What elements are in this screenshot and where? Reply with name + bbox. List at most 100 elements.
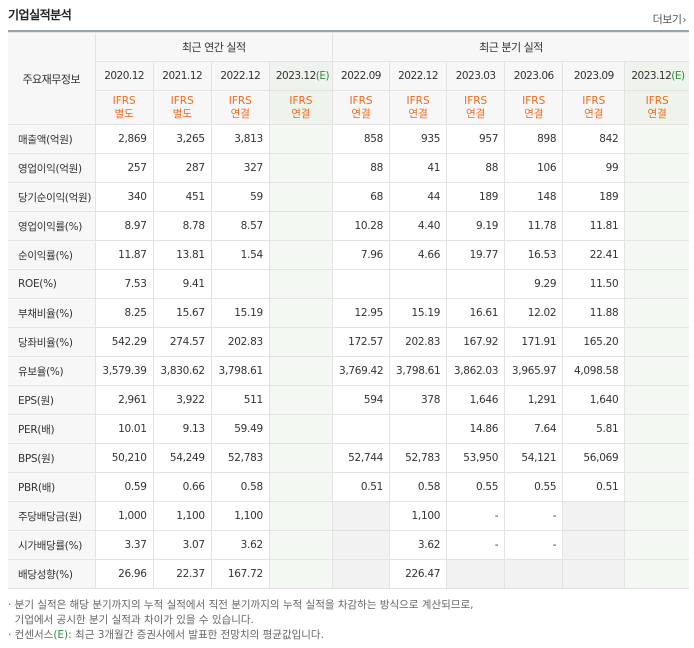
quarter-cell: 12.02 [504, 298, 564, 328]
quarter-cell [624, 327, 689, 357]
ifrs-label: IFRS [170, 94, 194, 107]
annual-cell: 167.72 [210, 559, 270, 589]
quarter-period-5: 2023.12(E) [624, 61, 689, 91]
annual-cell: 2,961 [94, 385, 154, 415]
quarter-cell [624, 298, 689, 328]
quarter-cell: 1,646 [446, 385, 506, 415]
quarter-cell: 68 [331, 182, 391, 212]
quarter-period-1: 2022.12 [389, 61, 448, 91]
quarter-cell: 41 [389, 153, 448, 183]
annual-cell: 327 [210, 153, 270, 183]
quarter-period-3: 2023.06 [504, 61, 564, 91]
consolidation-label: 연결 [230, 107, 250, 120]
quarter-ifrs-4: IFRS 연결 [562, 90, 626, 125]
quarter-cell: 9.19 [446, 211, 506, 241]
ifrs-header-row: IFRS 별도 IFRS 별도 IFRS 연결 IFRS 연결 IFRS 연결 IFRS 연결 IFRS… [8, 90, 689, 125]
annual-ifrs-2: IFRS 연결 [210, 90, 270, 125]
row-label: ROE(%) [8, 269, 96, 299]
quarter-cell [624, 211, 689, 241]
annual-cell [210, 269, 270, 299]
consolidation-label: 연결 [351, 107, 371, 120]
quarter-cell [624, 269, 689, 299]
quarter-cell [624, 530, 689, 560]
estimate-mark: (E) [671, 70, 685, 82]
annual-cell: 0.66 [152, 472, 212, 502]
annual-cell: 3,798.61 [210, 356, 270, 386]
annual-cell: 8.97 [94, 211, 154, 241]
ifrs-label: IFRS [522, 94, 546, 107]
annual-cell [268, 327, 333, 357]
row-label: EPS(원) [8, 385, 96, 415]
quarter-cell: 10.28 [331, 211, 391, 241]
row-label: 영업이익(억원) [8, 153, 96, 183]
quarter-cell [331, 530, 391, 560]
quarter-cell: 148 [504, 182, 564, 212]
annual-cell: 10.01 [94, 414, 154, 444]
table-row: EPS(원) 2,961 3,922 511 594 378 1,646 1,291 1,640 [8, 385, 689, 415]
quarter-cell: 4.40 [389, 211, 448, 241]
period-header-row: 2020.12 2021.12 2022.12 2023.12(E) 2022.09 20… [8, 61, 689, 91]
quarter-cell: 15.19 [389, 298, 448, 328]
quarter-period-4: 2023.09 [562, 61, 626, 91]
annual-cell [268, 211, 333, 241]
annual-cell: 13.81 [152, 240, 212, 270]
ifrs-label: IFRS [349, 94, 373, 107]
row-label: 부채비율(%) [8, 298, 96, 328]
quarter-cell: 16.61 [446, 298, 506, 328]
period-label: 2023.09 [573, 70, 614, 82]
annual-cell [268, 153, 333, 183]
annual-cell: 15.19 [210, 298, 270, 328]
annual-cell: 1,100 [152, 501, 212, 531]
period-label: 2023.03 [455, 70, 496, 82]
annual-period-2: 2022.12 [210, 61, 270, 91]
table-row: 영업이익(억원) 257 287 327 88 41 88 106 99 [8, 153, 689, 183]
quarter-cell: 171.91 [504, 327, 564, 357]
period-label: 2022.09 [341, 70, 381, 82]
annual-cell: 340 [94, 182, 154, 212]
period-label: 2022.12 [398, 70, 439, 82]
quarter-cell [624, 443, 689, 473]
table-row: 영업이익률(%) 8.97 8.78 8.57 10.28 4.40 9.19 11.78 11… [8, 211, 689, 241]
row-label: 유보율(%) [8, 356, 96, 386]
annual-cell [268, 269, 333, 299]
consolidation-label: 별도 [114, 107, 134, 120]
quarter-cell [446, 559, 506, 589]
quarter-cell [624, 385, 689, 415]
annual-cell: 3,922 [152, 385, 212, 415]
table-row: 부채비율(%) 8.25 15.67 15.19 12.95 15.19 16.61 12.0… [8, 298, 689, 328]
table-row: 매출액(억원) 2,869 3,265 3,813 858 935 957 898 842 [8, 124, 689, 154]
quarter-cell [331, 559, 391, 589]
quarter-cell: 12.95 [331, 298, 391, 328]
row-label: 매출액(억원) [8, 124, 96, 154]
quarter-cell: 3,862.03 [446, 356, 506, 386]
estimate-mark: (E) [315, 70, 330, 82]
row-label: BPS(원) [8, 443, 96, 473]
footnote-1-cont: 기업에서 공시한 분기 실적과 차이가 있을 수 있습니다. [8, 614, 254, 626]
quarter-cell [624, 356, 689, 386]
row-label: 영업이익률(%) [8, 211, 96, 241]
financial-table-container: 주요재무정보 최근 연간 실적 최근 분기 실적 2020.12 2021.12 2… [8, 30, 689, 589]
quarter-cell: 88 [446, 153, 506, 183]
quarter-period-2: 2023.03 [446, 61, 506, 91]
ifrs-label: IFRS [228, 94, 252, 107]
annual-cell [268, 472, 333, 502]
quarter-cell: 9.29 [504, 269, 564, 299]
quarter-cell [624, 124, 689, 154]
annual-cell: 50,210 [94, 443, 154, 473]
annual-cell: 59 [210, 182, 270, 212]
quarter-cell: 53,950 [446, 443, 506, 473]
annual-cell [268, 298, 333, 328]
row-label: 당좌비율(%) [8, 327, 96, 357]
quarter-cell: 19.77 [446, 240, 506, 270]
quarter-cell [446, 269, 506, 299]
annual-cell: 9.41 [152, 269, 212, 299]
table-row: 주당배당금(원) 1,000 1,100 1,100 1,100- - [8, 501, 689, 531]
quarter-cell: 202.83 [389, 327, 448, 357]
annual-cell: 8.78 [152, 211, 212, 241]
quarter-cell: - [504, 501, 564, 531]
annual-period-0: 2020.12 [94, 61, 154, 91]
quarter-cell [331, 414, 391, 444]
period-label: 2023.12 [275, 70, 316, 82]
more-link[interactable]: 더보기› [653, 11, 687, 27]
annual-cell: 287 [152, 153, 212, 183]
